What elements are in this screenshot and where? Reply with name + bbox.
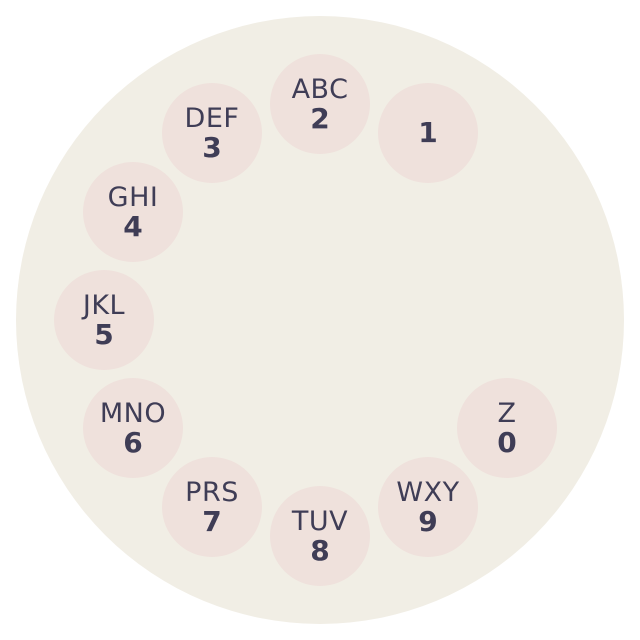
dial-hole-2[interactable]: ABC 2 — [270, 54, 370, 154]
dial-hole-letters: JKL — [82, 289, 126, 321]
dial-hole-digit: 2 — [310, 101, 330, 135]
dial-hole-digit: 9 — [418, 504, 438, 538]
dial-hole-4[interactable]: GHI 4 — [83, 162, 183, 262]
dial-hole-digit: 7 — [202, 504, 222, 538]
dial-hole-digit: 5 — [94, 317, 114, 351]
dial-hole-letters: MNO — [99, 397, 167, 429]
dial-hole-letters: DEF — [184, 102, 240, 134]
dial-hole-3[interactable]: DEF 3 — [162, 83, 262, 183]
dial-hole-letters: Z — [497, 397, 517, 429]
dial-hole-digit: 3 — [202, 130, 222, 164]
dial-hole-0[interactable]: Z 0 — [457, 378, 557, 478]
dial-hole-digit: 6 — [123, 425, 143, 459]
dial-hole-letters: GHI — [107, 181, 159, 213]
dial-hole-letters: ABC — [291, 73, 349, 105]
dial-hole-7[interactable]: PRS 7 — [162, 457, 262, 557]
dial-hole-digit: 0 — [497, 425, 517, 459]
dial-hole-digit: 4 — [123, 209, 143, 243]
dial-hole-digit: 8 — [310, 533, 330, 567]
dial-hole-letters: TUV — [291, 505, 349, 537]
dial-hole-letters: PRS — [185, 476, 239, 508]
dial-hole-letters: WXY — [396, 476, 460, 508]
dial-hole-6[interactable]: MNO 6 — [83, 378, 183, 478]
dial-hole-digit: 1 — [418, 116, 438, 149]
dial-hole-8[interactable]: TUV 8 — [270, 486, 370, 586]
dial-hole-9[interactable]: WXY 9 — [378, 457, 478, 557]
dial-hole-1[interactable]: 1 — [378, 83, 478, 183]
dial-hole-5[interactable]: JKL 5 — [54, 270, 154, 370]
